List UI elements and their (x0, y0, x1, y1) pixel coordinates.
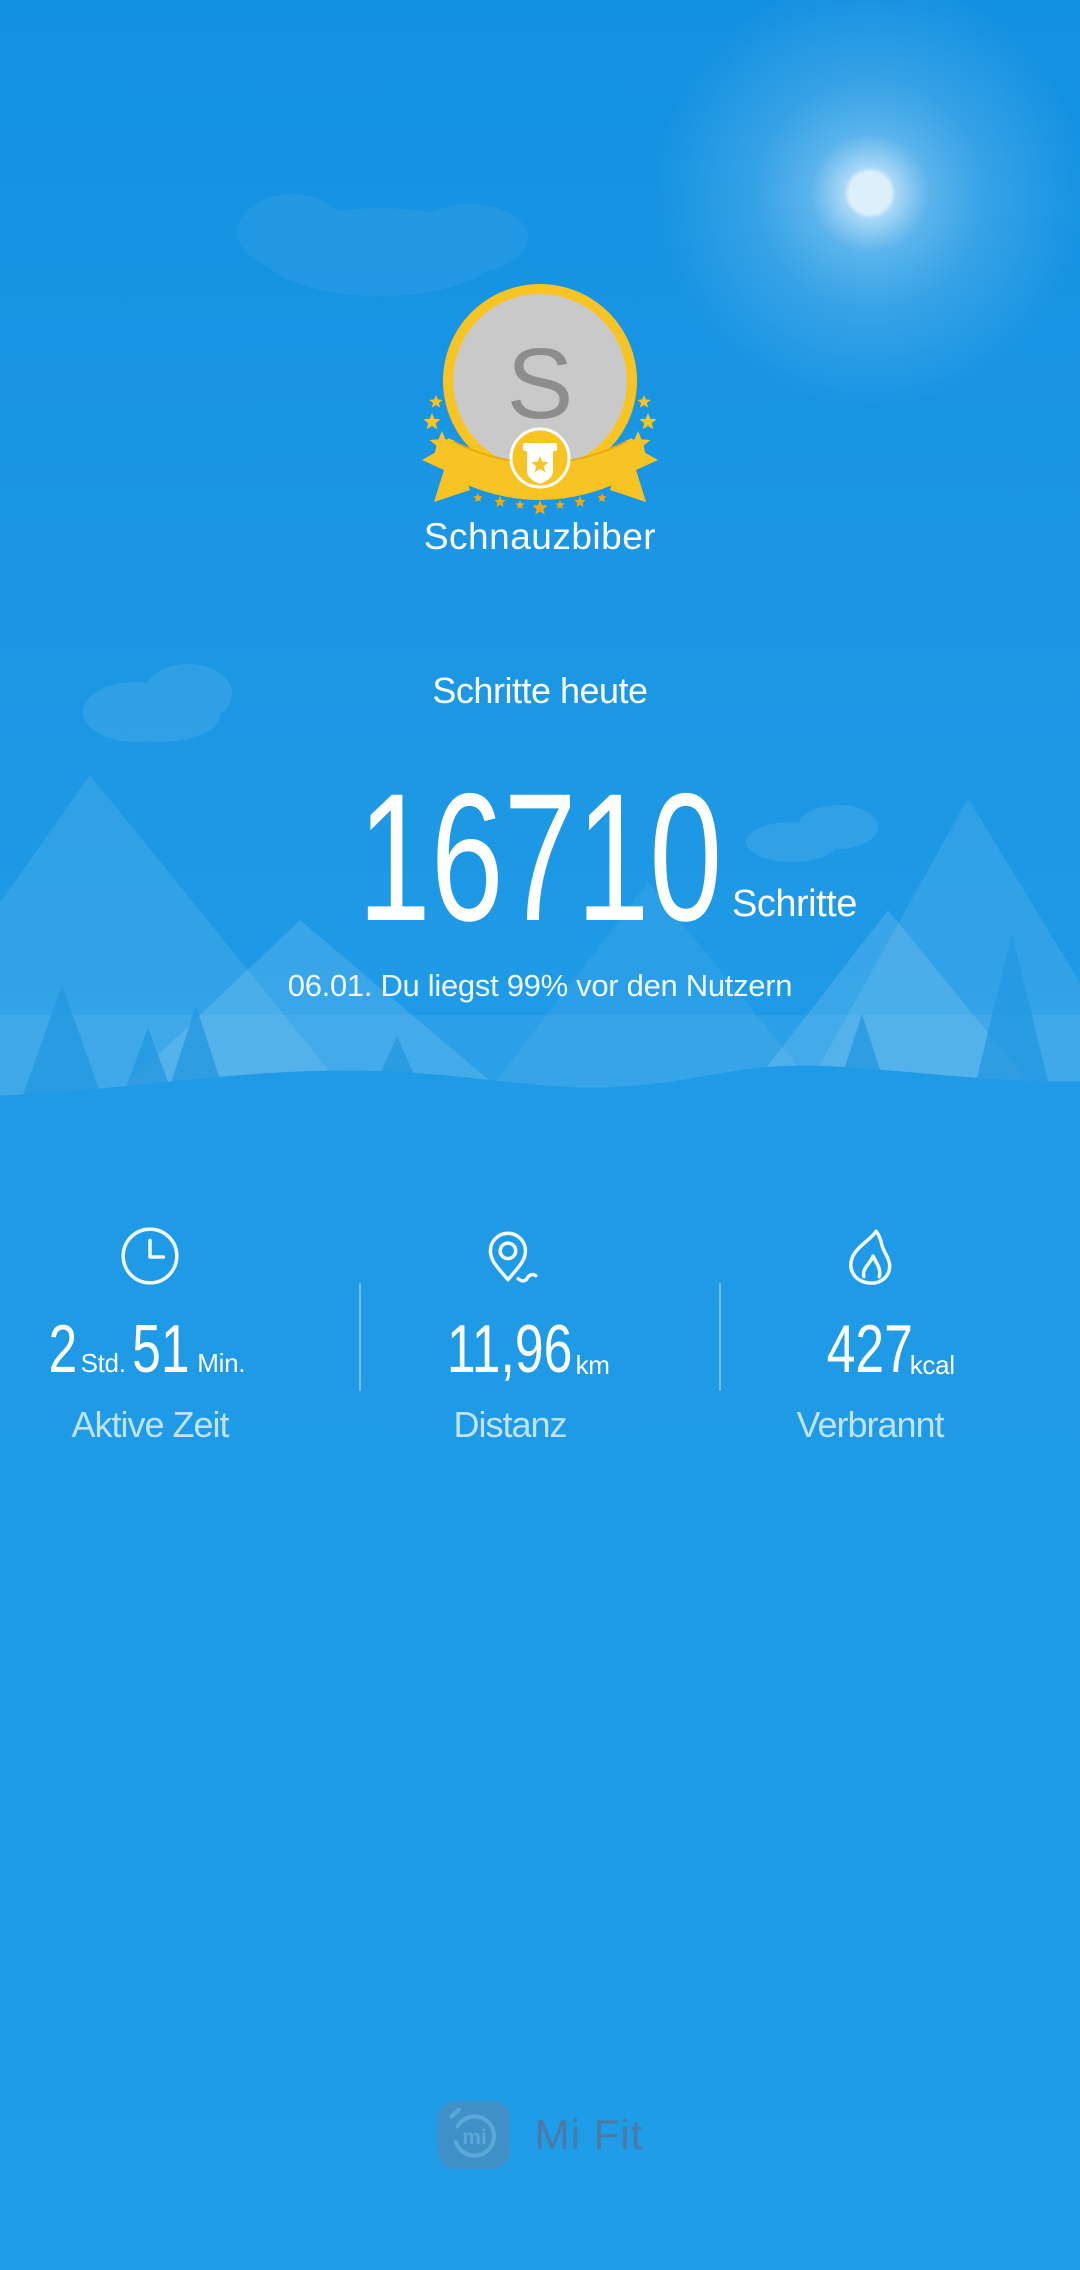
mountain-near-right (730, 910, 1055, 1115)
stat-active-time: 2 Std. 51 Min. Aktive Zeit (0, 1223, 330, 1443)
stats-divider (359, 1283, 361, 1391)
username: Schnauzbiber (423, 516, 657, 557)
flame-icon (849, 1229, 892, 1285)
distance-unit: km (575, 1350, 610, 1380)
stat-distance: 11,96 km Distanz (330, 1223, 690, 1443)
stats-divider (719, 1283, 721, 1391)
distance-value-row: 11,96 km (434, 1311, 610, 1387)
calories-value: 427 (826, 1311, 914, 1387)
calories-label: Verbrannt (796, 1404, 944, 1445)
active-time-hours: 2 (48, 1311, 78, 1387)
active-time-value-row: 2 Std. 51 Min. (48, 1311, 249, 1387)
active-time-minutes-unit: Min. (197, 1348, 246, 1378)
mountain-middle (470, 882, 838, 1115)
ground-hill (0, 1065, 1080, 1130)
app-name: Mi Fit (534, 2111, 644, 2158)
pin-icon (488, 1231, 538, 1283)
landscape-illustration (0, 194, 1080, 1130)
active-time-minutes: 51 (131, 1311, 190, 1387)
steps-subtitle: 06.01. Du liegst 99% vor den Nutzern (287, 968, 793, 1003)
steps-heading: Schritte heute (432, 670, 648, 711)
sun-glow (650, 0, 1080, 413)
cloud-icon (746, 805, 878, 862)
active-time-hours-unit: Std. (80, 1348, 126, 1378)
stat-calories: 427 kcal Verbrannt (690, 1223, 1050, 1443)
steps-unit: Schritte (732, 883, 857, 925)
avatar-initial: S (507, 328, 574, 440)
avatar-disc (453, 294, 627, 468)
distance-value-wrap: 11,96 km (434, 1311, 610, 1387)
mi-logo-text: mi (462, 2126, 487, 2149)
cloud-icon (237, 194, 528, 296)
stats-row: 2 Std. 51 Min. Aktive Zeit 11,96 km Dist… (0, 1223, 1050, 1443)
medal-badge-icon (509, 427, 571, 489)
calories-unit: kcal (909, 1350, 955, 1380)
distance-value: 11,96 (447, 1311, 573, 1387)
mi-fit-logo-icon: mi (437, 2101, 510, 2169)
distance-label: Distanz (453, 1404, 567, 1445)
cloud-icon (83, 664, 232, 742)
calories-value-wrap: 427 kcal (820, 1311, 955, 1387)
active-time-label: Aktive Zeit (71, 1404, 229, 1445)
mountain-far-left (0, 775, 365, 1115)
clock-icon (121, 1227, 179, 1285)
footer-branding: mi Mi Fit (0, 2100, 1080, 2170)
steps-count-row: 16710 Schritte (0, 766, 1080, 956)
avatar: S (422, 284, 658, 515)
calories-value-row: 427 kcal (820, 1311, 955, 1387)
steps-value: 16710 (357, 755, 723, 959)
